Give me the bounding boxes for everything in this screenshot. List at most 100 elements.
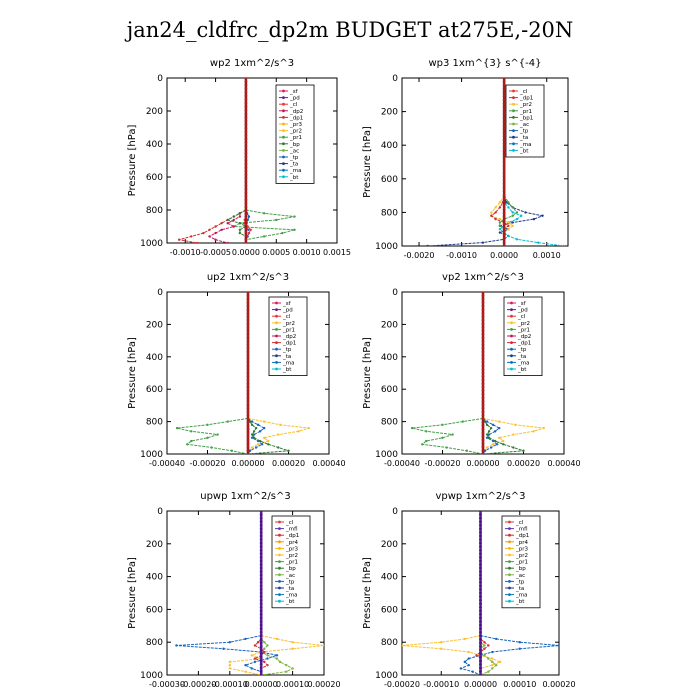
zero-profile-point: [246, 445, 250, 449]
legend-marker: [282, 162, 285, 166]
legend-label: _pr1: [285, 560, 298, 566]
zero-profile-point: [246, 353, 250, 357]
legend-marker: [510, 301, 513, 305]
series-line-pr1: [176, 417, 249, 454]
legend-marker: [282, 116, 285, 119]
zero-profile-point: [481, 343, 485, 347]
zero-profile-point: [481, 318, 485, 322]
zero-profile-point: [244, 216, 248, 220]
series-point-dp1: [475, 654, 478, 657]
zero-profile-point: [244, 83, 248, 87]
legend-marker: [282, 135, 285, 139]
series-point-bp: [248, 420, 252, 423]
zero-profile-point: [246, 403, 250, 407]
x-tick-label: 0.00000: [231, 459, 264, 468]
series-point-pr1: [498, 224, 502, 228]
zero-profile-point: [502, 102, 506, 105]
y-tick-label: 400: [381, 141, 398, 151]
zero-profile-point: [502, 138, 506, 142]
series-point-pr2: [490, 211, 493, 214]
legend-marker: [508, 547, 511, 550]
zero-profile-point: [481, 449, 485, 452]
y-tick-label: 400: [146, 140, 163, 150]
zero-profile-point: [244, 184, 248, 188]
series-point-pr1: [451, 433, 454, 436]
zero-profile-point: [244, 144, 248, 148]
x-tick-label: 0.00000: [464, 680, 497, 689]
series-point-pr2: [491, 443, 495, 446]
series-point-tp: [463, 660, 466, 664]
x-tick-label: 0.00000: [466, 459, 499, 468]
legend-label: _pr4: [515, 540, 529, 546]
legend-label: _pr3: [515, 546, 529, 552]
zero-profile-point: [481, 413, 485, 417]
zero-profile-point: [502, 153, 506, 157]
zero-profile-point: [502, 80, 506, 84]
series-point-cl: [249, 228, 252, 231]
series-point-bp: [487, 430, 491, 433]
series-point-dp1: [253, 657, 257, 660]
zero-profile-point: [246, 434, 250, 438]
x-tick-label: 0.00010: [503, 680, 536, 689]
series-point-pr2: [402, 644, 404, 647]
series-point-pr2: [228, 660, 231, 664]
zero-profile-point: [502, 233, 506, 237]
zero-profile-point: [479, 659, 482, 663]
series-point-tp: [495, 637, 498, 641]
zero-profile-point: [244, 116, 248, 119]
series-point-pr1: [190, 439, 193, 443]
legend-label: _tp: [517, 347, 527, 353]
zero-profile-point: [481, 420, 485, 424]
legend-label: _dp1: [285, 533, 299, 539]
series-point-bt: [562, 244, 565, 246]
legend-label: _pr2: [289, 129, 302, 135]
legend-marker: [508, 573, 511, 577]
series-point-ac: [263, 641, 266, 644]
series-group: [175, 511, 324, 675]
zero-profile-point: [244, 202, 248, 205]
zero-profile-point: [246, 318, 250, 322]
series-point-tp: [247, 215, 251, 218]
panel-title: wp2 1xm^2/s^3: [210, 58, 294, 69]
zero-profile-point: [481, 427, 485, 431]
legend-label: _sf: [282, 301, 292, 307]
series-point-pr1: [515, 211, 519, 214]
series-point-ac: [285, 663, 288, 667]
series-point-pr2: [498, 436, 501, 439]
panel-title: vpwp 1xm^2/s^3: [435, 491, 525, 502]
zero-profile-point: [479, 513, 482, 516]
legend-marker: [275, 347, 278, 351]
zero-profile-point: [481, 336, 485, 340]
series-point-tp: [485, 436, 489, 439]
zero-profile-point: [502, 226, 506, 230]
y-axis-label: Pressure [hPa]: [127, 337, 138, 409]
series-point-pr1: [461, 420, 464, 423]
series-point-pr2: [507, 228, 510, 231]
legend-marker: [282, 129, 285, 133]
series-point-pr2: [228, 663, 231, 667]
series-point-bp: [502, 443, 505, 446]
series-point-bt: [507, 234, 510, 238]
legend-marker: [512, 149, 515, 152]
zero-profile-point: [481, 410, 485, 414]
series-point-tp: [222, 647, 225, 650]
zero-profile-point: [259, 538, 263, 541]
series-point-cl: [247, 231, 251, 235]
legend-label: _ta: [285, 586, 294, 592]
legend-marker: [275, 354, 278, 358]
series-point-ac: [483, 654, 486, 657]
legend-marker: [508, 520, 511, 524]
series-point-dp1: [202, 231, 205, 235]
legend-marker: [508, 580, 511, 583]
zero-profile-point: [479, 641, 482, 645]
zero-profile-point: [479, 566, 482, 570]
zero-profile-point: [481, 357, 485, 361]
legend-label: _ta: [515, 586, 524, 592]
zero-profile-point: [479, 573, 482, 577]
series-point-dp1: [487, 644, 490, 647]
series-point-dp1: [490, 214, 493, 217]
series-point-pr2: [512, 433, 515, 436]
zero-profile-point: [244, 241, 248, 243]
zero-profile-point: [502, 105, 506, 109]
zero-profile-point: [502, 171, 506, 175]
